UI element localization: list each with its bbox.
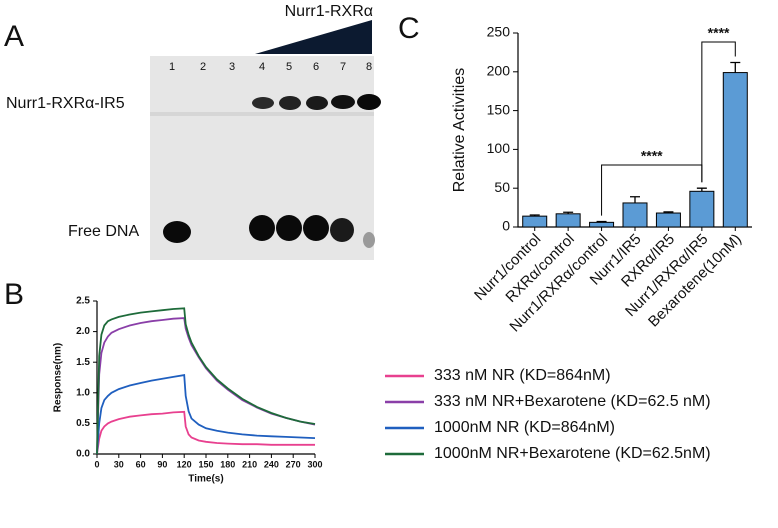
y-tick-label: 100 [487,140,511,156]
series-line [96,374,316,455]
x-tick-label: 240 [264,459,279,469]
bar [689,190,715,228]
x-tick-label: 120 [177,459,192,469]
bar [589,221,615,228]
y-tick-label: 0 [502,218,510,234]
legend-label: 333 nM NR (KD=864nM) [434,367,611,384]
bar [622,202,648,228]
y-tick-label: 2.0 [76,326,90,337]
x-tick-label: 90 [157,459,167,469]
legend-label: 333 nM NR+Bexarotene (KD=62.5 nM) [434,393,711,410]
lane-number: 6 [313,61,319,73]
y-tick-label: 1.5 [76,357,90,368]
significance-label: **** [708,25,730,41]
x-tick-label: 180 [220,459,235,469]
lane-number: 5 [286,61,292,73]
band-label: Free DNA [68,223,139,240]
error-bar [730,61,741,73]
panel-label: B [4,278,24,311]
series-line [96,410,315,455]
x-tick-label: 270 [286,459,301,469]
lane-number: 7 [340,61,346,73]
bar [655,212,681,228]
x-tick-label: 30 [114,459,124,469]
significance-bracket [701,41,736,183]
y-tick-label: 150 [487,101,511,117]
lane-number: 1 [169,61,175,73]
x-axis-title: Time(s) [188,474,223,485]
y-tick-label: 2.5 [76,296,90,307]
y-tick-label: 250 [487,24,511,40]
y-axis-title: Response(nm) [53,343,64,412]
error-bar [696,187,707,192]
error-bar [630,196,640,203]
legend-label: 1000nM NR (KD=864nM) [434,419,615,436]
x-tick-label: 0 [94,459,99,469]
significance-label: **** [641,148,663,164]
lane-number: 4 [259,61,265,73]
y-tick-label: 0.5 [76,418,90,429]
x-tick-label: 210 [242,459,257,469]
error-bar [529,214,540,217]
lane-number: 8 [366,61,372,73]
series-line [96,307,316,455]
y-tick-label: 50 [494,179,510,195]
gradient-label: Nurr1-RXRα [285,3,373,20]
error-bar [563,211,574,214]
y-axis-title: Relative Activities [451,68,468,193]
bar [522,215,548,228]
panel-label: C [398,12,420,45]
significance-bracket [601,164,703,216]
band-label: Nurr1-RXRα-IR5 [6,95,125,112]
y-tick-label: 200 [487,63,511,79]
bar [722,72,748,228]
panel-label: A [4,20,24,53]
x-tick-label: 150 [198,459,213,469]
lane-number: 3 [229,61,235,73]
lane-number: 2 [200,61,206,73]
y-tick-label: 1.0 [76,387,90,398]
error-bar [663,211,674,214]
bar [555,213,581,228]
y-tick-label: 0.0 [76,449,90,460]
gel-image [150,20,381,260]
x-tick-label: 300 [307,459,322,469]
axis [96,301,315,455]
legend-label: 1000nM NR+Bexarotene (KD=62.5nM) [434,445,711,462]
x-tick-label: 60 [136,459,146,469]
error-bar [596,220,607,223]
